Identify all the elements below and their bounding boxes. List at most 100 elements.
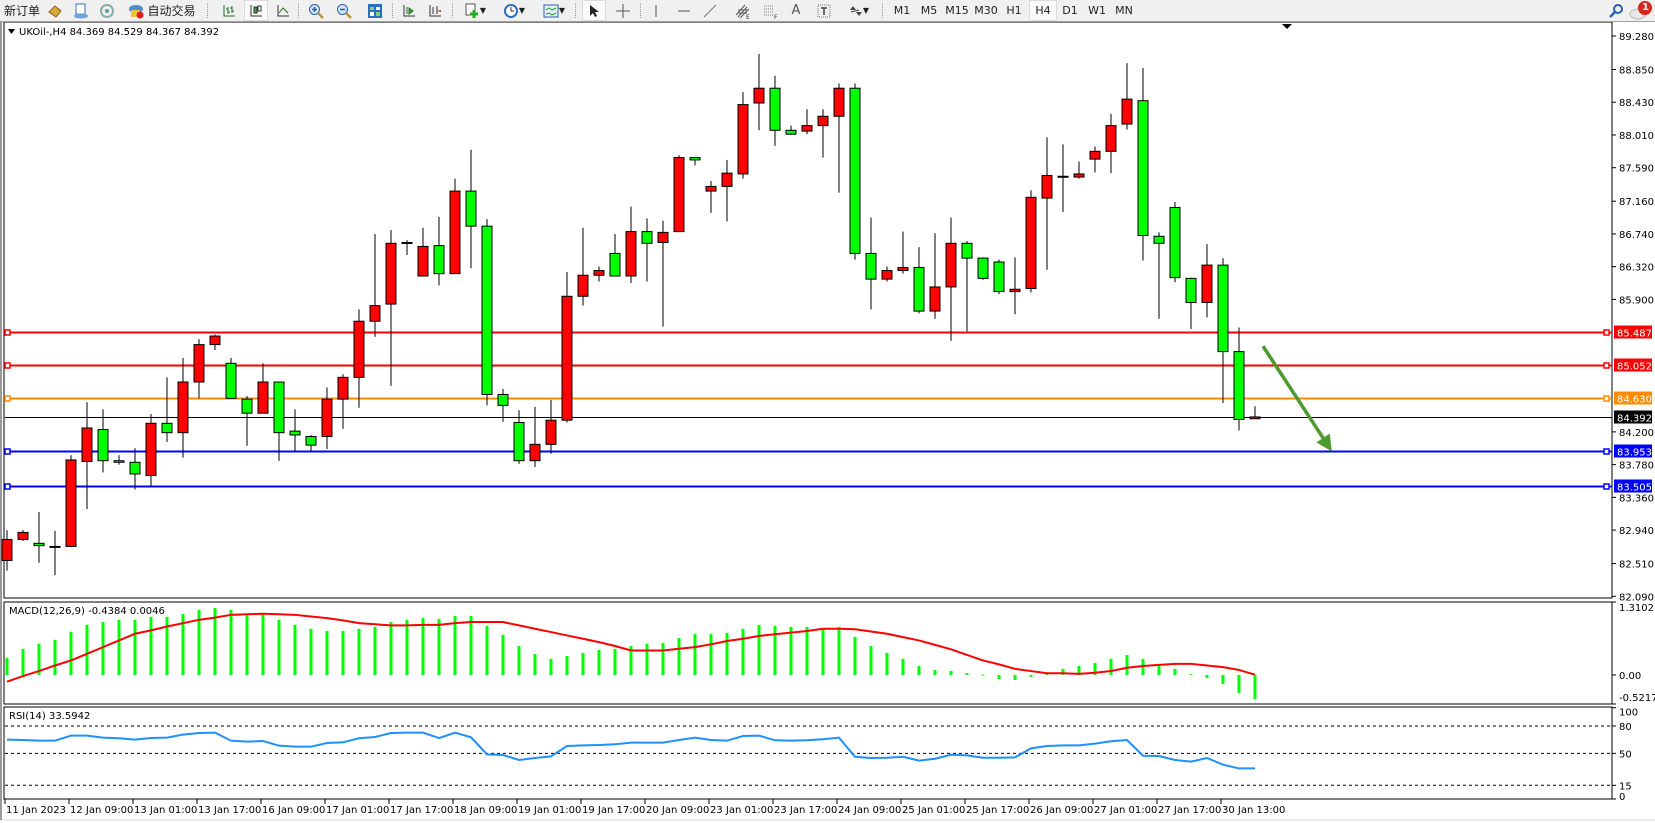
auto-scroll-icon bbox=[403, 4, 415, 16]
vertical-line-button[interactable] bbox=[645, 1, 667, 20]
fibonacci-channel-button[interactable]: E bbox=[731, 1, 755, 20]
arrows-button[interactable]: ▼ bbox=[841, 1, 875, 20]
time-tick-label: 27 Jan 17:00 bbox=[1158, 805, 1221, 816]
annotation-arrow[interactable] bbox=[1261, 345, 1332, 452]
timeframe-m15-button[interactable]: M15 bbox=[945, 4, 969, 17]
candle-body bbox=[593, 270, 605, 276]
candle bbox=[321, 387, 333, 450]
search-button[interactable] bbox=[1606, 1, 1626, 20]
fibonacci-fan-button[interactable]: F bbox=[759, 1, 783, 20]
macd-tick-label: -0.5217 bbox=[1619, 693, 1655, 704]
navigator-button[interactable] bbox=[70, 1, 92, 20]
zoom-in-button[interactable] bbox=[305, 1, 327, 20]
price-tick-label: 89.280 bbox=[1619, 32, 1654, 43]
periods-icon bbox=[503, 3, 518, 18]
candle-body bbox=[385, 242, 397, 305]
timeframe-m30-button[interactable]: M30 bbox=[974, 4, 998, 17]
arrow-head bbox=[1316, 433, 1332, 452]
candle-body bbox=[801, 125, 813, 132]
text-button[interactable]: A bbox=[785, 1, 807, 20]
candle-body bbox=[65, 459, 77, 547]
tile-windows-button[interactable] bbox=[364, 1, 386, 20]
candle bbox=[17, 530, 29, 541]
candle-body bbox=[609, 252, 621, 277]
macd-histogram-bar bbox=[565, 655, 569, 675]
bar-chart-button[interactable] bbox=[218, 1, 240, 20]
crosshair-button[interactable] bbox=[612, 1, 634, 20]
horizontal-line-icon bbox=[678, 10, 690, 11]
timeframe-h1-button[interactable]: H1 bbox=[1006, 4, 1022, 17]
macd-histogram-bar bbox=[1189, 673, 1193, 675]
macd-histogram-bar bbox=[181, 613, 185, 675]
candle-body bbox=[289, 430, 301, 436]
candle bbox=[1233, 327, 1245, 431]
candle bbox=[465, 149, 477, 269]
candle-body bbox=[785, 129, 797, 135]
signals-button[interactable] bbox=[96, 1, 118, 20]
timeframe-d1-button[interactable]: D1 bbox=[1062, 4, 1078, 17]
candle bbox=[737, 92, 749, 179]
macd-histogram-bar bbox=[1173, 668, 1177, 675]
auto-trading-button[interactable]: 自动交易 bbox=[124, 1, 200, 20]
notifications-button[interactable]: 1 bbox=[1628, 0, 1654, 20]
text-label-button[interactable] bbox=[813, 1, 835, 20]
new-order-button[interactable]: 新订单 bbox=[3, 4, 40, 18]
candle bbox=[529, 406, 541, 467]
candle bbox=[49, 530, 61, 576]
candle-body bbox=[865, 252, 877, 280]
price-tick-label: 88.010 bbox=[1619, 131, 1654, 142]
candle bbox=[97, 409, 109, 473]
timeframe-mn-button[interactable]: MN bbox=[1115, 4, 1133, 17]
zoom-out-button[interactable] bbox=[333, 1, 355, 20]
templates-button[interactable]: ▼ bbox=[458, 1, 492, 20]
level-handle-right bbox=[1603, 362, 1610, 369]
candle-body bbox=[881, 270, 893, 280]
horizontal-line-button[interactable] bbox=[673, 1, 695, 20]
pane-frames bbox=[0, 21, 1655, 821]
svg-text:F: F bbox=[774, 14, 778, 19]
navigator-icon bbox=[74, 3, 88, 18]
chart-shift-marker[interactable] bbox=[1282, 24, 1292, 29]
timeframe-w1-button[interactable]: W1 bbox=[1088, 4, 1106, 17]
candle bbox=[1185, 277, 1197, 330]
timeframe-h4-button[interactable]: H4 bbox=[1029, 0, 1057, 21]
candle-body bbox=[193, 344, 205, 383]
chart-shift-button[interactable] bbox=[424, 1, 446, 20]
macd-histogram-bar bbox=[837, 626, 841, 675]
candle bbox=[977, 257, 989, 280]
market-watch-button[interactable] bbox=[44, 1, 66, 20]
main-pane[interactable] bbox=[3, 21, 1613, 599]
macd-histogram-bar bbox=[85, 624, 89, 675]
macd-histogram-bar bbox=[357, 628, 361, 675]
trendline-button[interactable] bbox=[699, 1, 721, 20]
periods-button[interactable]: ▼ bbox=[497, 1, 531, 20]
candle-body bbox=[449, 190, 461, 275]
candle bbox=[849, 83, 861, 260]
rsi-tick-label: 100 bbox=[1619, 708, 1638, 719]
candle bbox=[353, 309, 365, 408]
candle-body bbox=[145, 422, 157, 477]
macd-histogram-bar bbox=[1109, 658, 1113, 675]
timeframe-m5-button[interactable]: M5 bbox=[920, 4, 938, 17]
candle bbox=[769, 75, 781, 146]
line-chart-button[interactable] bbox=[272, 1, 294, 20]
candle-body bbox=[497, 393, 509, 406]
macd-histogram-bar bbox=[325, 630, 329, 675]
indicators-button[interactable]: ▼ bbox=[537, 1, 571, 20]
macd-histogram-bar bbox=[757, 624, 761, 675]
macd-histogram-bar bbox=[661, 642, 665, 675]
candlestick-button[interactable] bbox=[244, 0, 268, 21]
cursor-button[interactable] bbox=[582, 0, 606, 21]
candle bbox=[1089, 146, 1101, 173]
candle-body bbox=[817, 115, 829, 127]
candle bbox=[1201, 244, 1213, 318]
timeframe-m1-button[interactable]: M1 bbox=[893, 4, 911, 17]
candle-body bbox=[657, 231, 669, 244]
macd-histogram-bar bbox=[53, 639, 57, 675]
chart-menu-triangle-icon[interactable] bbox=[8, 29, 15, 34]
time-tick-label: 26 Jan 09:00 bbox=[1030, 805, 1093, 816]
auto-scroll-button[interactable] bbox=[398, 1, 420, 20]
candle-body bbox=[1185, 277, 1197, 304]
macd-histogram-bar bbox=[517, 645, 521, 675]
